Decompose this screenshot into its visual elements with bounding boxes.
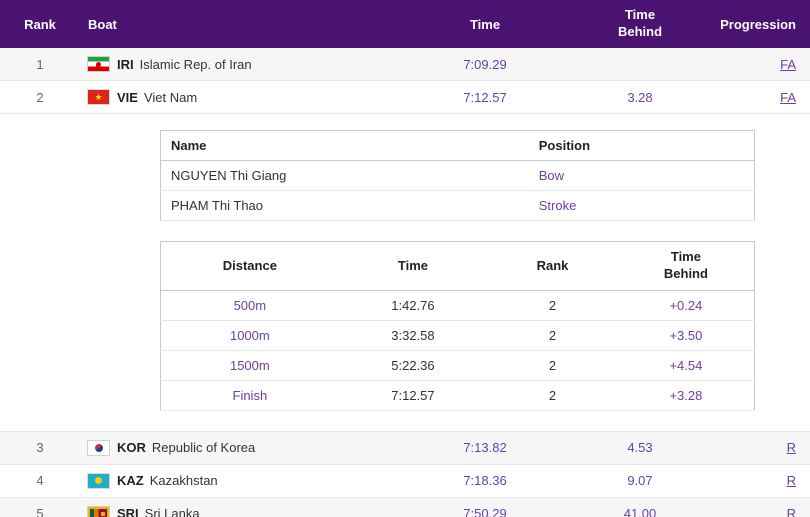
crew-position: Bow — [528, 160, 755, 191]
splits-col-time-behind-header: Time Behind — [617, 241, 755, 291]
split-distance: 500m — [160, 290, 339, 321]
split-behind: +3.50 — [617, 320, 755, 351]
split-time: 1:42.76 — [338, 290, 488, 321]
kazakhstan-flag-icon — [88, 473, 109, 488]
col-header-boat: Boat — [88, 16, 117, 32]
splits-col-distance-header: Distance — [160, 241, 339, 291]
result-row-1[interactable]: 1 IRI Islamic Rep. of Iran 7:09.29 FA — [0, 48, 810, 81]
progression-link[interactable]: FA — [780, 56, 796, 72]
noc-code: VIE — [117, 89, 138, 105]
split-row: 1000m 3:32.58 2 +3.50 — [160, 320, 755, 351]
crew-row: PHAM Thi Thao Stroke — [160, 190, 755, 221]
crew-row: NGUYEN Thi Giang Bow — [160, 160, 755, 191]
split-row: 500m 1:42.76 2 +0.24 — [160, 290, 755, 321]
boat-name: Republic of Korea — [151, 440, 256, 456]
split-row: 1500m 5:22.36 2 +4.54 — [160, 350, 755, 381]
split-rank: 2 — [487, 320, 618, 351]
result-row-2[interactable]: 2 VIE Viet Nam 7:12.57 3.28 FA — [0, 81, 810, 114]
progression-link[interactable]: R — [786, 440, 796, 456]
splits-col-rank-header: Rank — [487, 241, 618, 291]
expanded-detail: Name Position NGUYEN Thi Giang Bow PHAM … — [0, 114, 810, 432]
split-rank: 2 — [487, 380, 618, 411]
boat-name: Viet Nam — [143, 89, 198, 105]
split-time: 5:22.36 — [338, 350, 488, 381]
result-row-4[interactable]: 4 KAZ Kazakhstan 7:18.36 9.07 R — [0, 464, 810, 498]
time-behind-value: 9.07 — [627, 473, 653, 489]
time-behind-value: 4.53 — [627, 440, 653, 456]
splits-table: Distance Time Rank Time Behind 500m 1:42… — [160, 241, 755, 411]
time-value: 7:13.82 — [463, 440, 507, 456]
split-distance: Finish — [160, 380, 339, 411]
noc-code: KAZ — [117, 473, 144, 489]
rank-value: 3 — [36, 440, 44, 456]
rank-value: 5 — [36, 506, 44, 517]
korea-flag-icon — [88, 440, 109, 455]
time-value: 7:09.29 — [463, 56, 507, 72]
noc-code: SRI — [117, 506, 139, 517]
split-behind: +0.24 — [617, 290, 755, 321]
time-behind-value — [560, 48, 720, 80]
result-row-5[interactable]: 5 SRI Sri Lanka 7:50.29 41.00 R — [0, 497, 810, 517]
split-behind: +3.28 — [617, 380, 755, 411]
crew-position: Stroke — [528, 190, 755, 221]
splits-col-time-header: Time — [338, 241, 488, 291]
crew-name: NGUYEN Thi Giang — [160, 160, 529, 191]
sri-lanka-flag-icon — [88, 506, 109, 517]
split-rank: 2 — [487, 290, 618, 321]
split-time: 3:32.58 — [338, 320, 488, 351]
split-behind: +4.54 — [617, 350, 755, 381]
time-value: 7:12.57 — [463, 89, 507, 105]
crew-col-position-header: Position — [528, 130, 755, 161]
progression-link[interactable]: R — [786, 506, 796, 517]
split-time: 7:12.57 — [338, 380, 488, 411]
result-row-3[interactable]: 3 KOR Republic of Korea 7:13.82 4.53 R — [0, 431, 810, 465]
time-value: 7:50.29 — [463, 506, 507, 517]
col-header-rank: Rank — [24, 16, 56, 32]
col-header-time: Time — [469, 16, 501, 32]
boat-name: Sri Lanka — [144, 506, 200, 517]
split-distance: 1000m — [160, 320, 339, 351]
time-behind-value: 3.28 — [627, 89, 653, 105]
boat-name: Kazakhstan — [149, 473, 218, 489]
col-header-progression: Progression — [720, 16, 796, 32]
noc-code: KOR — [117, 440, 146, 456]
split-row: Finish 7:12.57 2 +3.28 — [160, 380, 755, 411]
crew-table: Name Position NGUYEN Thi Giang Bow PHAM … — [160, 130, 755, 221]
boat-name: Islamic Rep. of Iran — [139, 56, 252, 72]
split-distance: 1500m — [160, 350, 339, 381]
rank-value: 2 — [36, 89, 44, 105]
noc-code: IRI — [117, 56, 134, 72]
iran-flag-icon — [88, 57, 109, 71]
split-rank: 2 — [487, 350, 618, 381]
time-value: 7:18.36 — [463, 473, 507, 489]
progression-link[interactable]: FA — [780, 89, 796, 105]
vietnam-flag-icon — [88, 90, 109, 104]
results-header: Rank Boat Time Time Behind Progression — [0, 0, 810, 48]
progression-link[interactable]: R — [786, 473, 796, 489]
crew-name: PHAM Thi Thao — [160, 190, 529, 221]
rank-value: 4 — [36, 473, 44, 489]
rank-value: 1 — [36, 56, 44, 72]
col-header-time-behind: Time Behind — [617, 7, 663, 39]
time-behind-value: 41.00 — [623, 506, 657, 517]
crew-col-name-header: Name — [160, 130, 529, 161]
